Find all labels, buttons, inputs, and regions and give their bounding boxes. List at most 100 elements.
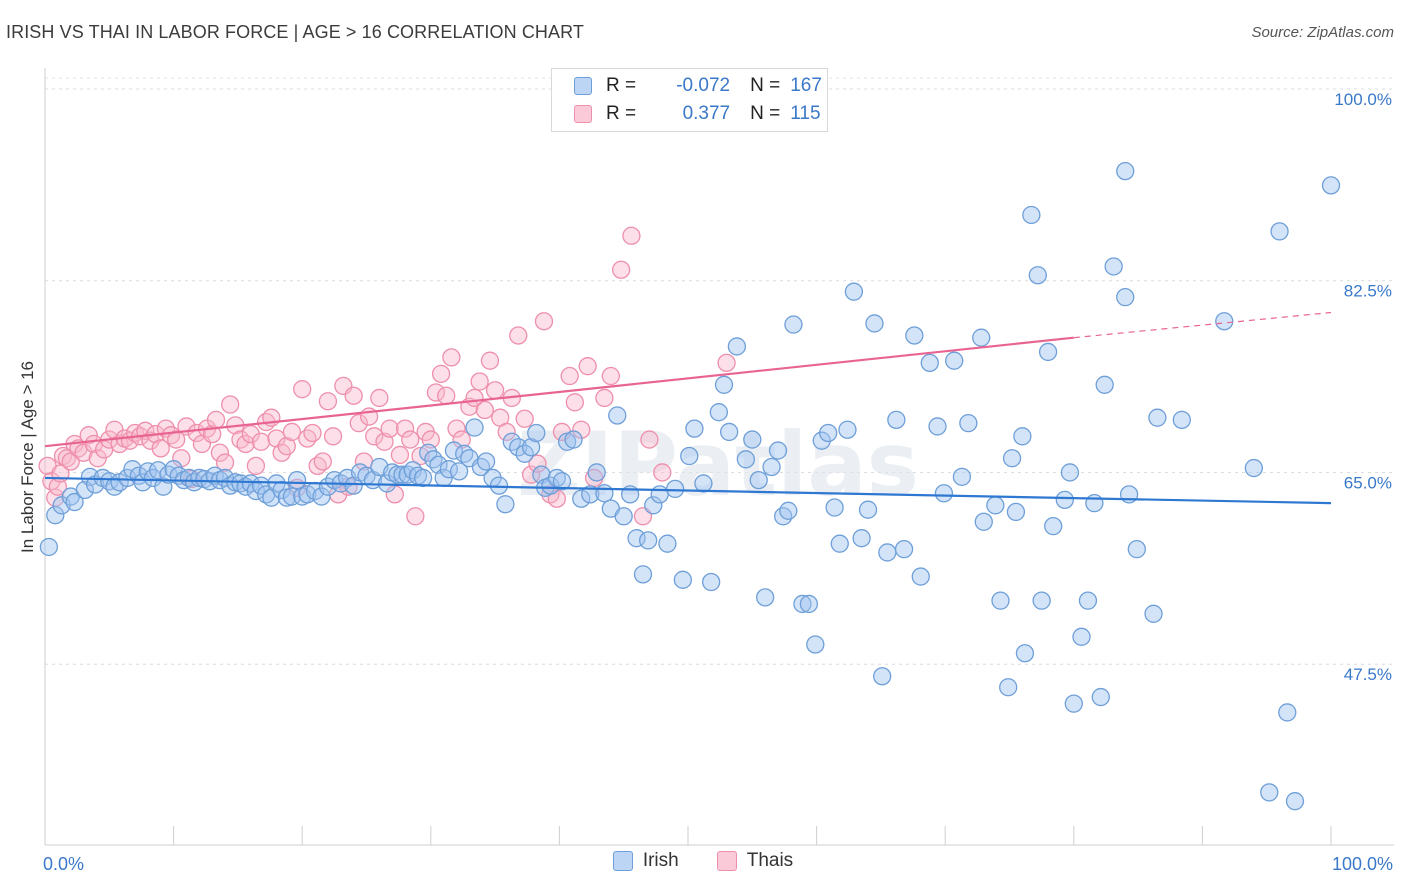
irish-point [527, 423, 546, 443]
n-label: N = [750, 75, 781, 96]
irish-point [920, 353, 939, 373]
trend-line-thais-extension [1073, 311, 1332, 339]
thais-point [528, 454, 547, 473]
irish-point [1104, 257, 1123, 276]
irish-point [972, 328, 991, 347]
thais-point [485, 381, 505, 400]
thais-point [515, 409, 534, 428]
thais-point [303, 423, 322, 443]
chart-title: IRISH VS THAI IN LABOR FORCE | AGE > 16 … [6, 22, 585, 42]
irish-point [465, 418, 484, 437]
thais-point [509, 326, 528, 345]
irish-point [1091, 687, 1110, 707]
irish-point [46, 506, 65, 525]
irish-point [838, 420, 857, 439]
irish-point [945, 351, 964, 370]
irish-point [413, 468, 433, 488]
irish-point [694, 474, 713, 493]
thais-point [215, 453, 235, 472]
thais-point [475, 400, 494, 420]
tick-labels: 100.0% 82.5% 65.0% 47.5% 0.0% 100.0% In Labor … [18, 90, 1393, 874]
irish-point [673, 570, 693, 589]
n-value: 167 [790, 75, 822, 96]
gridlines [45, 77, 1394, 665]
irish-point [572, 489, 591, 508]
legend-item-thais: Thais [716, 850, 793, 872]
n-label: N = [750, 103, 781, 124]
thais-point [406, 507, 425, 526]
irish-point [774, 507, 793, 526]
x-tick-label-min: 0.0% [43, 854, 84, 874]
irish-point [1095, 375, 1114, 394]
irish-point [1116, 287, 1135, 307]
trend-line-irish [44, 476, 1332, 505]
irish-point [784, 315, 803, 334]
thais-point [640, 430, 659, 449]
irish-point [658, 534, 677, 553]
thais-point [167, 430, 186, 449]
thais-point [370, 388, 389, 408]
irish-point [449, 462, 469, 481]
thais-point [349, 413, 368, 433]
thais-point [282, 422, 302, 442]
irish-point [1072, 627, 1091, 646]
irish-point [1060, 463, 1080, 482]
irish-point [509, 438, 528, 457]
thais-point [470, 372, 489, 391]
thais-point [210, 443, 230, 462]
thais-point [497, 422, 516, 442]
r-label: R = [606, 75, 637, 96]
thais-swatch [716, 851, 737, 871]
r-value: -0.072 [676, 75, 731, 96]
thais-point [437, 386, 456, 405]
y-tick-label: 100.0% [1334, 90, 1392, 109]
irish-point [312, 487, 331, 506]
irish-point [934, 484, 954, 503]
thais-point [251, 432, 271, 451]
irish-point [720, 422, 739, 442]
r-value: 0.377 [682, 103, 731, 124]
irish-point [1044, 516, 1063, 536]
thais-point [565, 393, 584, 412]
y-tick-label: 65.0% [1344, 473, 1392, 492]
irish-point [986, 496, 1005, 515]
irish-point [680, 446, 699, 466]
irish-point [1002, 449, 1022, 468]
legend-item-irish: Irish [612, 850, 679, 872]
irish-point [39, 537, 59, 557]
irish-point [1285, 792, 1305, 811]
irish-point [581, 485, 600, 504]
irish-point [633, 565, 653, 584]
thais-point [246, 456, 266, 476]
thais-point [578, 357, 597, 376]
series-legend: Irish Thais [0, 850, 1406, 872]
y-tick-label: 82.5% [1344, 282, 1392, 301]
correlation-legend: R = -0.072 N = 167 R = 0.377 N = 115 [551, 68, 828, 132]
irish-point [974, 512, 993, 531]
irish-point [496, 495, 515, 514]
irish-point [830, 534, 849, 553]
thais-point [365, 427, 384, 446]
thais-point [151, 439, 170, 458]
irish-point [714, 375, 734, 394]
y-tick-label: 47.5% [1344, 665, 1392, 684]
irish-point [1013, 427, 1032, 446]
irish-point [1127, 540, 1146, 559]
irish-point [231, 474, 250, 493]
irish-point [149, 461, 168, 480]
irish-point [806, 635, 825, 654]
irish-point [1116, 161, 1135, 181]
thais-point [221, 395, 240, 414]
irish-point [1144, 604, 1163, 623]
irish-point [1172, 410, 1191, 430]
thais-point [313, 452, 332, 471]
thais-point [380, 419, 399, 438]
irish-point [709, 403, 729, 422]
axes [44, 68, 1394, 846]
legend-label-irish: Irish [642, 850, 679, 871]
thais-swatch [574, 105, 592, 123]
thais-point [431, 364, 451, 383]
irish-point [1022, 205, 1041, 225]
irish-point [471, 457, 491, 477]
